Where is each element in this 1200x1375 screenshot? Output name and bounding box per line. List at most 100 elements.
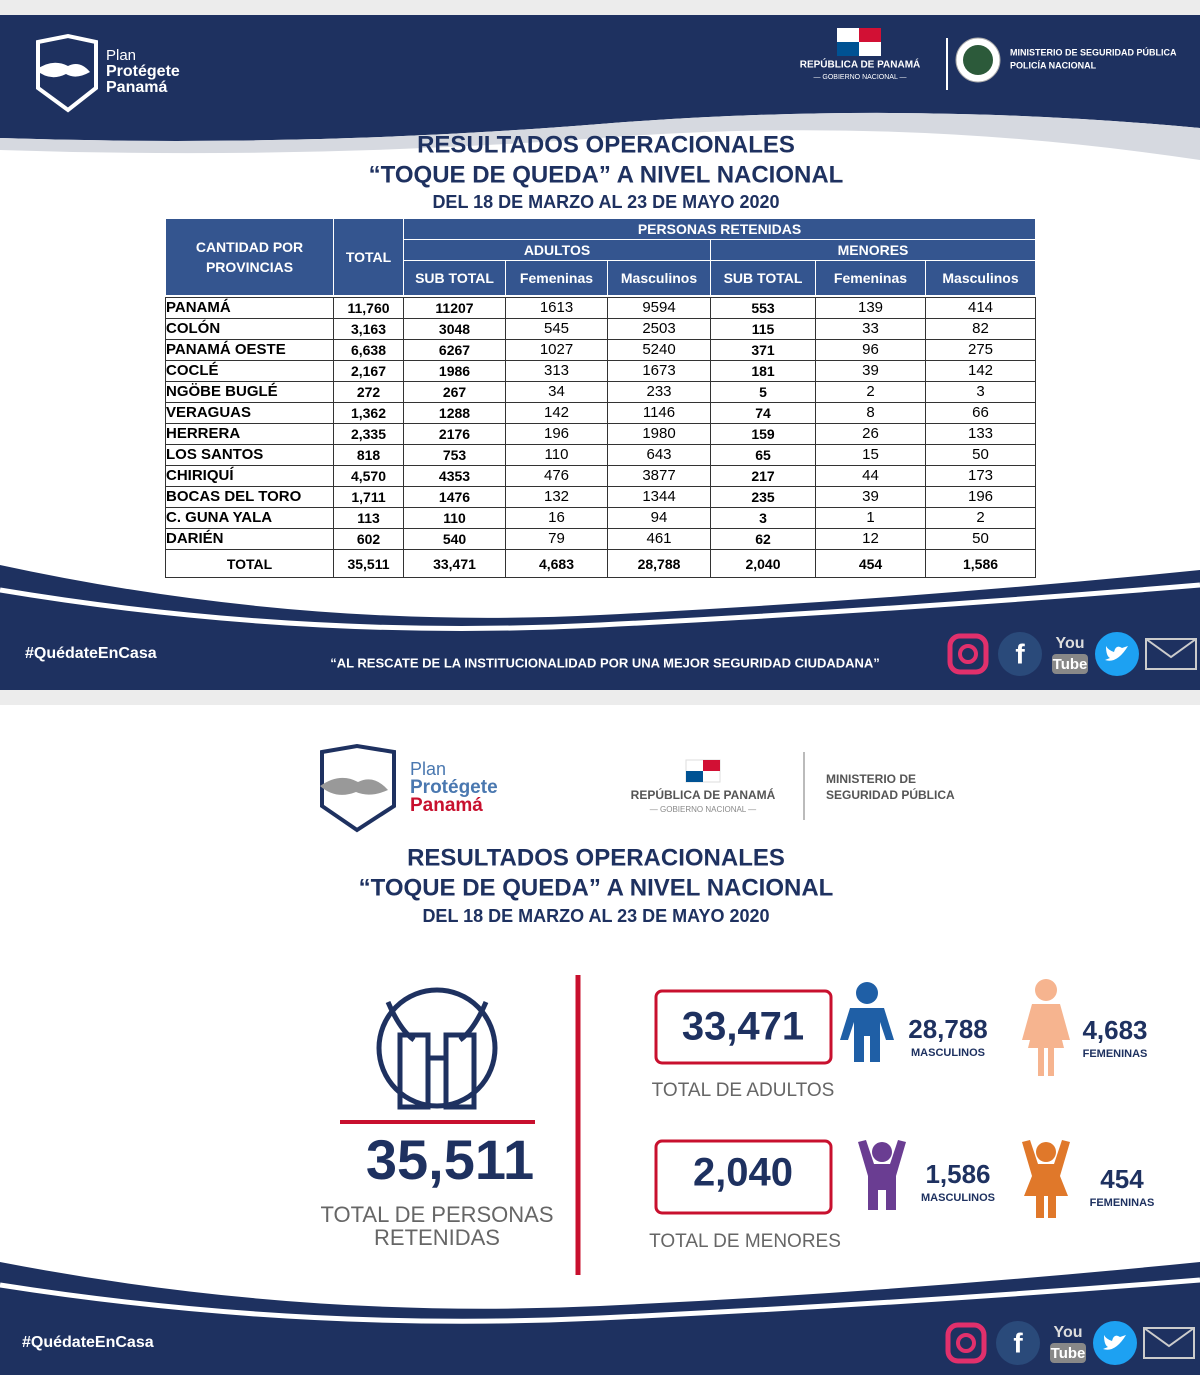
cell: 233 bbox=[607, 381, 711, 403]
minor-total: 2,040 bbox=[693, 1151, 793, 1195]
cell: 173 bbox=[924, 465, 1037, 487]
cell: 643 bbox=[607, 444, 711, 466]
cell: 3 bbox=[924, 381, 1037, 403]
minor-label: TOTAL DE MENORES bbox=[649, 1231, 841, 1252]
government-text: — GOBIERNO NACIONAL — bbox=[650, 805, 756, 814]
cell: 267 bbox=[403, 381, 506, 403]
logo-text: Protégete bbox=[106, 63, 180, 80]
youtube-icon: Tube bbox=[1051, 1345, 1086, 1362]
cell: 65 bbox=[710, 444, 816, 466]
cell: 4,683 bbox=[505, 549, 608, 578]
cell: 2176 bbox=[403, 423, 506, 445]
cell: 313 bbox=[505, 360, 608, 382]
title: “TOQUE DE QUEDA” A NIVEL NACIONAL bbox=[369, 161, 844, 188]
row-label: BOCAS DEL TORO bbox=[165, 486, 334, 508]
minor-female: 454 bbox=[1100, 1164, 1144, 1194]
cell: 1613 bbox=[505, 297, 608, 319]
cell: 12 bbox=[815, 528, 926, 550]
girl-icon bbox=[1022, 1140, 1070, 1218]
facebook-icon bbox=[996, 1321, 1040, 1365]
table-row: PANAMÁ OESTE 6,638 6267 1027 5240 371 96 275 bbox=[165, 339, 1037, 361]
cell: 39 bbox=[815, 486, 926, 508]
cell: 62 bbox=[710, 528, 816, 550]
cell: 133 bbox=[924, 423, 1037, 445]
cell: 28,788 bbox=[607, 549, 711, 578]
cell: 2503 bbox=[607, 318, 711, 340]
handcuff-icon bbox=[376, 987, 498, 1110]
cell: 159 bbox=[710, 423, 816, 445]
woman-icon bbox=[1022, 979, 1070, 1076]
adult-box bbox=[654, 989, 833, 1065]
table-row: VERAGUAS 1,362 1288 142 1146 74 8 66 bbox=[165, 402, 1037, 424]
cell: 6267 bbox=[403, 339, 506, 361]
cell: 545 bbox=[505, 318, 608, 340]
footer-line bbox=[0, 1277, 1200, 1324]
cell: 110 bbox=[505, 444, 608, 466]
cell: 3,163 bbox=[333, 318, 404, 340]
table-row: HERRERA 2,335 2176 196 1980 159 26 133 bbox=[165, 423, 1037, 445]
cell: 132 bbox=[505, 486, 608, 508]
table-row: TOTAL 35,511 33,471 4,683 28,788 2,040 454 1,58… bbox=[165, 549, 1037, 578]
table-row: CHIRIQUÍ 4,570 4353 476 3877 217 44 173 bbox=[165, 465, 1037, 487]
cell: 44 bbox=[815, 465, 926, 487]
cell: 5240 bbox=[607, 339, 711, 361]
cell: 94 bbox=[607, 507, 711, 529]
column-header: Masculinos bbox=[924, 260, 1037, 296]
cell: 34 bbox=[505, 381, 608, 403]
cell: 1,362 bbox=[333, 402, 404, 424]
instagram-icon bbox=[945, 1322, 987, 1364]
table-row: BOCAS DEL TORO 1,711 1476 132 1344 235 39 196 bbox=[165, 486, 1037, 508]
cell: 9594 bbox=[607, 297, 711, 319]
flag bbox=[837, 28, 881, 56]
cell: 1986 bbox=[403, 360, 506, 382]
man-icon bbox=[840, 982, 894, 1062]
adult-male: 28,788 bbox=[908, 1014, 988, 1044]
adult-female: 4,683 bbox=[1082, 1015, 1147, 1045]
cell: 818 bbox=[333, 444, 404, 466]
cell: 1,586 bbox=[924, 549, 1037, 578]
cell: 33 bbox=[815, 318, 926, 340]
instagram-icon bbox=[958, 644, 978, 664]
row-label: NGÖBE BUGLÉ bbox=[165, 381, 334, 403]
cell: 96 bbox=[815, 339, 926, 361]
adult-male-label: MASCULINOS bbox=[911, 1047, 985, 1059]
cell: 2 bbox=[815, 381, 926, 403]
youtube-icon: You bbox=[1053, 1324, 1082, 1341]
cell: 1476 bbox=[403, 486, 506, 508]
youtube-icon: Tube bbox=[1053, 656, 1088, 673]
group-header: PERSONAS RETENIDAS bbox=[402, 218, 1037, 240]
column-header: Femeninas bbox=[815, 260, 926, 296]
instagram-icon bbox=[956, 1333, 976, 1353]
subtitle: DEL 18 DE MARZO AL 23 DE MAYO 2020 bbox=[422, 906, 769, 926]
footer-line bbox=[0, 582, 1200, 631]
title: RESULTADOS OPERACIONALES bbox=[417, 131, 795, 158]
cell: 50 bbox=[924, 528, 1037, 550]
logo-text: Panamá bbox=[410, 795, 483, 816]
minor-male-label: MASCULINOS bbox=[921, 1192, 995, 1204]
row-label: COCLÉ bbox=[165, 360, 334, 382]
cell: 753 bbox=[403, 444, 506, 466]
hashtag: #QuédateEnCasa bbox=[22, 1334, 154, 1351]
cell: 2 bbox=[924, 507, 1037, 529]
cell: 50 bbox=[924, 444, 1037, 466]
row-label: LOS SANTOS bbox=[165, 444, 334, 466]
cell: 110 bbox=[403, 507, 506, 529]
cell: 272 bbox=[333, 381, 404, 403]
title: RESULTADOS OPERACIONALES bbox=[407, 844, 785, 871]
cell: 3 bbox=[710, 507, 816, 529]
subgroup-header: MENORES bbox=[709, 239, 1037, 261]
corner-header: CANTIDAD POR PROVINCIAS bbox=[165, 218, 334, 296]
cell: 11,760 bbox=[333, 297, 404, 319]
cell: 1 bbox=[815, 507, 926, 529]
cell: 454 bbox=[815, 549, 926, 578]
republic-text: REPÚBLICA DE PANAMÁ bbox=[631, 787, 776, 802]
facebook-icon bbox=[998, 632, 1042, 676]
logo-text: Panamá bbox=[106, 79, 167, 96]
shield-icon bbox=[320, 743, 396, 833]
cell: 5 bbox=[710, 381, 816, 403]
cell: 2,040 bbox=[710, 549, 816, 578]
cell: 553 bbox=[710, 297, 816, 319]
row-label: PANAMÁ bbox=[165, 297, 334, 319]
republic-text: REPÚBLICA DE PANAMÁ bbox=[800, 58, 921, 71]
